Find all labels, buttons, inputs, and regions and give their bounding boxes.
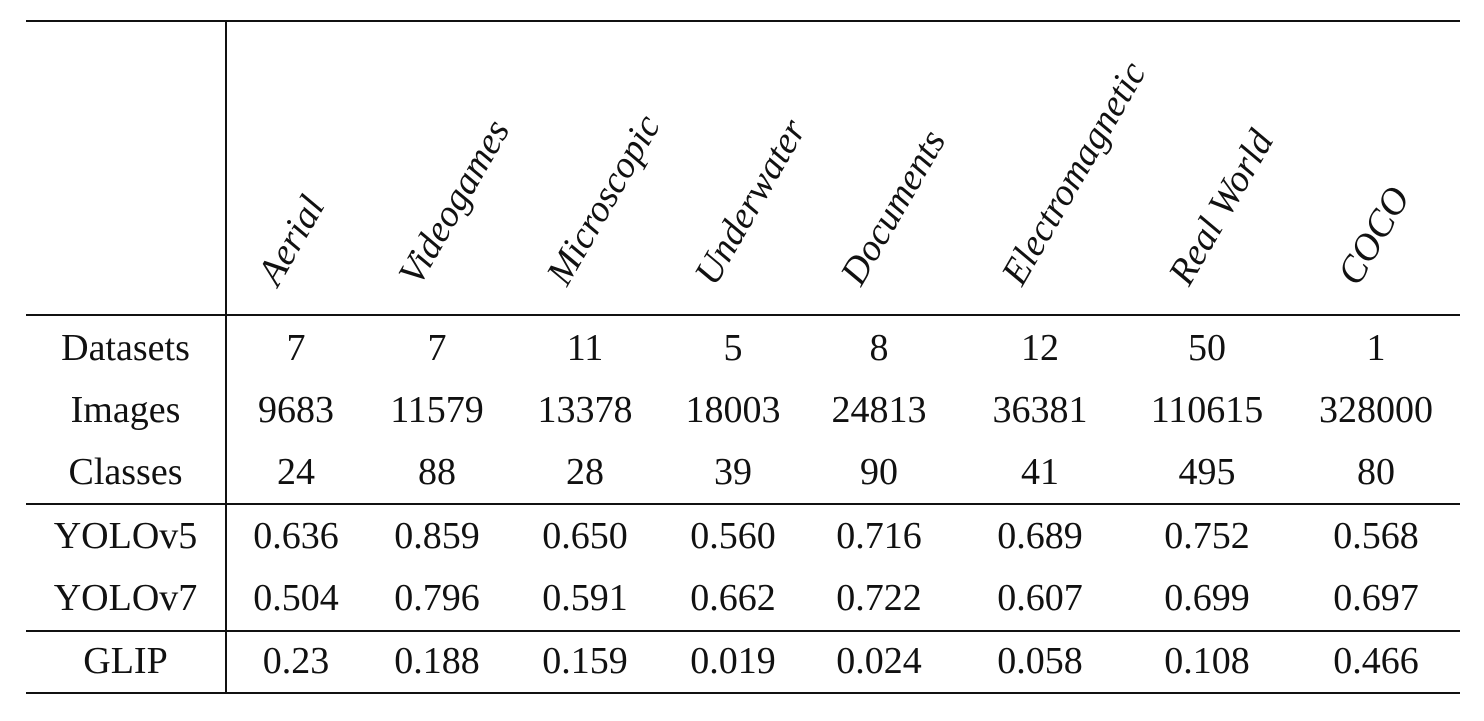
table-cell: 0.058 (997, 640, 1083, 682)
table-cell: 0.650 (542, 515, 628, 557)
table-cell: 0.560 (690, 515, 776, 557)
table-cell: 0.796 (394, 577, 480, 619)
table-cell: 0.024 (836, 640, 922, 682)
header-rule (26, 314, 1460, 316)
yolo-rule (26, 630, 1460, 632)
table-cell: 7 (427, 327, 447, 369)
table-cell: 18003 (685, 389, 781, 431)
table-cell: 36381 (992, 389, 1088, 431)
stats-rule (26, 503, 1460, 505)
table-cell: 0.697 (1333, 577, 1419, 619)
table-cell: 328000 (1319, 389, 1433, 431)
table-cell: 0.591 (542, 577, 628, 619)
row-label-yolov5: YOLOv5 (53, 515, 198, 557)
table-cell: 13378 (537, 389, 633, 431)
table-cell: 50 (1188, 327, 1226, 369)
column-header-electromagnetic: Electromagnetic (993, 54, 1155, 292)
top-rule (26, 20, 1460, 22)
table-cell: 8 (869, 327, 889, 369)
table-cell: 0.607 (997, 577, 1083, 619)
table-cell: 0.019 (690, 640, 776, 682)
row-label-yolov7: YOLOv7 (53, 577, 198, 619)
table-cell: 0.722 (836, 577, 922, 619)
table-cell: 0.689 (997, 515, 1083, 557)
table-cell: 11 (566, 327, 604, 369)
table-cell: 88 (418, 451, 456, 493)
table-cell: 39 (714, 451, 752, 493)
table-cell: 0.504 (253, 577, 339, 619)
table-cell: 0.159 (542, 640, 628, 682)
bottom-rule (26, 692, 1460, 694)
row-label-datasets: Datasets (61, 327, 190, 369)
row-label-classes: Classes (68, 451, 183, 493)
table-cell: 0.716 (836, 515, 922, 557)
table-cell: 24 (277, 451, 315, 493)
table-cell: 0.662 (690, 577, 776, 619)
table-cell: 41 (1021, 451, 1059, 493)
table-cell: 90 (860, 451, 898, 493)
table-cell: 495 (1178, 451, 1236, 493)
table-cell: 24813 (831, 389, 927, 431)
table-cell: 0.859 (394, 515, 480, 557)
column-header-videogames: Videogames (390, 112, 519, 292)
table-cell: 80 (1357, 451, 1395, 493)
table-cell: 0.466 (1333, 640, 1419, 682)
table-cell: 0.108 (1164, 640, 1250, 682)
column-header-real-world: Real World (1160, 123, 1283, 292)
table-cell: 5 (723, 327, 743, 369)
table-cell: 0.752 (1164, 515, 1250, 557)
table-cell: 11579 (390, 389, 484, 431)
table-cell: 110615 (1150, 389, 1264, 431)
table-cell: 7 (286, 327, 306, 369)
column-header-underwater: Underwater (686, 111, 815, 292)
column-header-documents: Documents (832, 122, 955, 292)
column-header-coco: COCO (1329, 179, 1419, 292)
table-cell: 0.636 (253, 515, 339, 557)
table-cell: 0.699 (1164, 577, 1250, 619)
table-cell: 0.188 (394, 640, 480, 682)
table-cell: 1 (1366, 327, 1386, 369)
column-header-aerial: Aerial (249, 188, 334, 292)
table-cell: 0.568 (1333, 515, 1419, 557)
table-cell: 0.23 (262, 640, 330, 682)
row-label-glip: GLIP (83, 640, 168, 682)
table-cell: 12 (1021, 327, 1059, 369)
column-header-microscopic: Microscopic (538, 107, 670, 292)
table-cell: 9683 (258, 389, 334, 431)
row-label-images: Images (70, 389, 181, 431)
label-column-rule (225, 20, 227, 694)
table-cell: 28 (566, 451, 604, 493)
